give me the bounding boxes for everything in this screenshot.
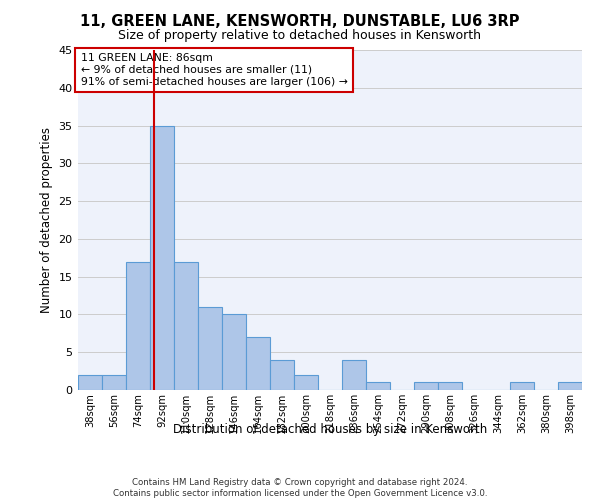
Bar	[510, 382, 534, 390]
Bar	[294, 375, 318, 390]
Bar	[198, 307, 222, 390]
Text: Contains HM Land Registry data © Crown copyright and database right 2024.
Contai: Contains HM Land Registry data © Crown c…	[113, 478, 487, 498]
Text: Size of property relative to detached houses in Kensworth: Size of property relative to detached ho…	[119, 29, 482, 42]
Bar	[150, 126, 174, 390]
Text: 11 GREEN LANE: 86sqm
← 9% of detached houses are smaller (11)
91% of semi-detach: 11 GREEN LANE: 86sqm ← 9% of detached ho…	[80, 54, 347, 86]
Bar	[270, 360, 294, 390]
Bar	[438, 382, 462, 390]
Bar	[414, 382, 438, 390]
Bar	[246, 337, 270, 390]
Bar	[126, 262, 150, 390]
Bar	[78, 375, 102, 390]
Bar	[366, 382, 390, 390]
Bar	[102, 375, 126, 390]
Y-axis label: Number of detached properties: Number of detached properties	[40, 127, 53, 313]
Text: Distribution of detached houses by size in Kensworth: Distribution of detached houses by size …	[173, 422, 487, 436]
Bar	[174, 262, 198, 390]
Bar	[222, 314, 246, 390]
Text: 11, GREEN LANE, KENSWORTH, DUNSTABLE, LU6 3RP: 11, GREEN LANE, KENSWORTH, DUNSTABLE, LU…	[80, 14, 520, 29]
Bar	[342, 360, 366, 390]
Bar	[558, 382, 582, 390]
